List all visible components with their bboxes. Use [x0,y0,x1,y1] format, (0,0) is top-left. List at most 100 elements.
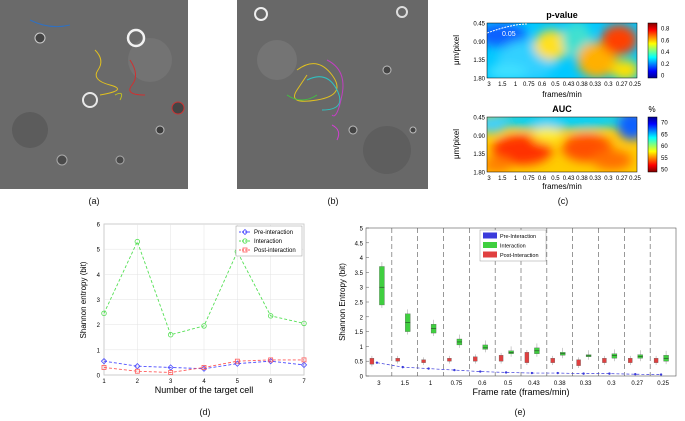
auc-x-ticks: 3 1.5 1 0.75 0.6 0.5 0.43 0.38 0.33 0.3 0.27 0.25 [487,176,641,182]
x-tick-label: 0.75 [523,82,535,88]
x-tick-label: 3 [487,176,491,182]
box-plot-e: 0 0.5 1 1.5 2 2.5 3 3.5 4 4.5 5 3 1.5 1 0.75 0.6 0.5 0.4… [338,227,677,397]
x-tick-label: 0.6 [478,381,487,387]
panel-label-a: (a) [88,196,100,206]
colorbar-tick-label: 0.6 [661,38,670,44]
x-tick-label: 0.25 [629,82,641,88]
legend-e-pre: Pre-Interaction [500,234,536,240]
box-plot-boxes [369,262,669,376]
x-tick-label: 1 [102,379,106,385]
post-box [576,359,581,366]
y-tick-label: 1.5 [355,330,364,336]
x-tick-label: 0.3 [604,82,613,88]
y-tick-label: 0.90 [473,40,485,46]
x-tick-label: 0.6 [538,82,547,88]
x-tick-label: 5 [236,379,240,385]
x-tick-label: 0.33 [589,82,601,88]
data-point [134,363,141,370]
auc-ylabel: μm/pixel [452,129,461,159]
auc-colorbar [647,116,658,173]
y-tick-label: 3.5 [355,271,364,277]
y-tick-label: 1 [360,345,364,351]
pvalue-contour-label: 0.05 [502,31,516,38]
colorbar-tick-label: 0.2 [661,62,670,68]
colorbar-tick-label: 0 [661,74,665,80]
x-tick-label: 0.25 [657,381,669,387]
data-point [300,361,308,369]
y-tick-label: 4.5 [355,241,364,247]
pvalue-colorbar-ticks: 0.8 0.6 0.4 0.2 0 [661,27,670,80]
pvalue-heatmap [487,23,637,78]
line-chart-ylabel: Shannon entropy (bit) [79,261,88,338]
x-tick-label: 0.25 [629,176,641,182]
x-tick-label: 0.33 [589,176,601,182]
pre-point [659,373,663,376]
box-plot-y-ticks: 0 0.5 1 1.5 2 2.5 3 3.5 4 4.5 5 [355,227,369,381]
y-tick-label: 3 [97,298,101,304]
pvalue-title: p-value [546,10,578,20]
x-tick-label: 0.3 [604,176,613,182]
data-point [101,310,107,317]
box-plot-legend: Pre-Interaction Interaction Post-Interac… [479,229,547,262]
y-tick-label: 0.90 [473,134,485,140]
panel-label-c: (c) [557,196,569,206]
data-point [101,365,107,370]
pvalue-colorbar [647,22,658,79]
box-plot-xlabel: Frame rate (frames/min) [472,387,569,397]
x-tick-label: 0.5 [504,381,513,387]
x-tick-label: 0.27 [616,176,628,182]
panel-label-e: (e) [514,407,526,417]
panel-label-d: (d) [199,407,211,417]
data-point [100,357,108,365]
line-chart-x-ticks: 1 2 3 4 5 6 7 [102,379,306,385]
y-tick-label: 1.35 [473,152,485,158]
data-point [201,365,207,370]
x-tick-label: 0.38 [576,176,588,182]
y-tick-label: 0 [360,375,364,381]
legend-pre-interaction: Pre-interaction [254,230,293,236]
box-plot-x-ticks: 3 1.5 1 0.75 0.6 0.5 0.43 0.38 0.33 0.3 0.27 0.25 [377,381,669,387]
x-tick-label: 0.38 [554,381,566,387]
post-box [602,358,607,363]
x-tick-label: 0.3 [607,381,616,387]
legend-interaction: Interaction [254,239,282,245]
pre-trend-line [376,362,662,375]
post-box [628,358,633,363]
pvalue-ylabel: μm/pixel [452,35,461,65]
auc-title: AUC [552,104,572,114]
x-tick-label: 3 [377,381,381,387]
x-tick-label: 0.75 [451,381,463,387]
auc-colorbar-ticks: 70 65 60 55 50 [661,121,668,174]
x-tick-label: 0.27 [616,82,628,88]
y-tick-label: 2.5 [355,301,364,307]
x-tick-label: 3 [169,379,173,385]
data-point [301,320,307,327]
y-tick-label: 4 [97,273,101,279]
microscopy-image-a [0,0,188,189]
y-tick-label: 6 [97,223,101,229]
post-box [447,358,452,362]
line-chart-series [100,238,308,375]
x-tick-label: 1 [514,82,518,88]
interaction-box [637,354,643,359]
post-box [524,352,530,363]
colorbar-tick-label: 70 [661,121,668,127]
y-tick-label: 2 [360,315,364,321]
series-line-2 [103,359,304,373]
x-tick-label: 0.5 [551,176,560,182]
y-tick-label: 0.5 [355,360,364,366]
x-tick-label: 0.43 [563,82,575,88]
y-tick-label: 2 [97,323,101,329]
colorbar-tick-label: 55 [661,156,668,162]
post-box [421,359,426,363]
x-tick-label: 1.5 [498,176,507,182]
post-box [369,358,375,365]
y-tick-label: 1.80 [473,171,485,177]
pvalue-xlabel: frames/min [542,90,582,99]
x-tick-label: 0.33 [580,381,592,387]
x-tick-label: 1 [514,176,518,182]
x-tick-label: 1.5 [498,82,507,88]
interaction-box [379,266,385,306]
data-point [134,238,141,245]
